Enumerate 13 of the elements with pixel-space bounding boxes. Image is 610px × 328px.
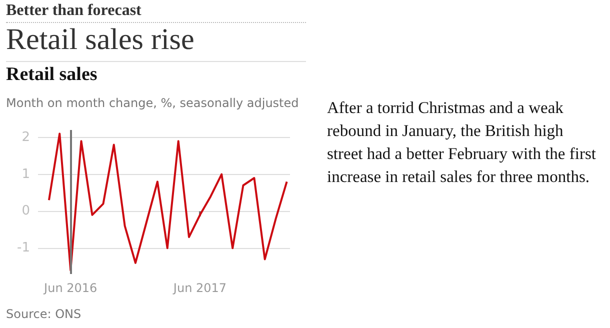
text: Better than forecast [6, 2, 306, 23]
chart-title: Retail sales rise [6, 23, 194, 57]
x-tick-label: Jun 2017 [172, 281, 227, 295]
chart-subtitle: Retail sales [6, 61, 306, 86]
text: After a torrid Christmas and a weak rebound in January, the British high street had a better February with the first increase in retail sales for three months. [327, 97, 597, 188]
y-axis-title: Month on month change, %, seasonally adjusted [6, 96, 299, 110]
x-tick-label: Jun 2016 [43, 281, 98, 295]
line-series [48, 132, 288, 272]
y-tick-label: 0 [22, 204, 30, 219]
y-tick-label: -1 [17, 240, 30, 256]
y-tick-label: 2 [22, 130, 30, 145]
y-tick-label: 1 [22, 166, 30, 182]
source-note: Source: ONS [6, 307, 82, 321]
